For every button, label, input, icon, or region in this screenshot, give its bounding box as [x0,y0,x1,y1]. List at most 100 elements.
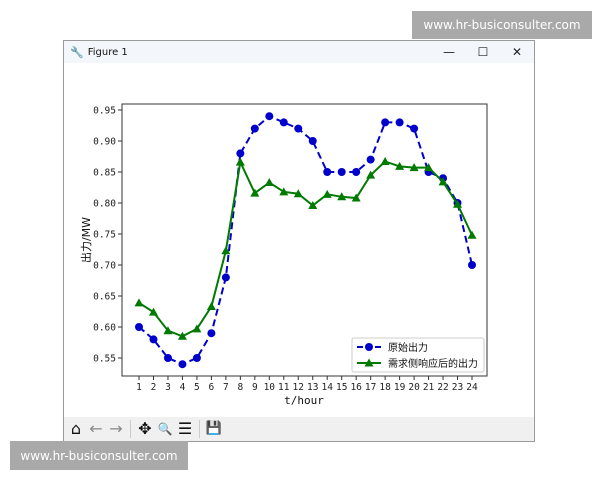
minimize-button[interactable]: — [443,45,455,59]
x-tick-label: 4 [180,382,186,393]
data-point [149,335,158,344]
x-tick-label: 21 [423,382,435,393]
zoom-icon[interactable]: 🔍 [157,422,173,436]
x-axis-label: t/hour [284,394,324,407]
x-tick-label: 18 [379,382,391,393]
navigation-toolbar: ⌂ ← → ✥ 🔍 ☰ 💾 [64,417,534,441]
x-tick-label: 13 [307,382,318,393]
y-tick-label: 0.55 [93,354,116,365]
data-point [163,354,172,362]
title-bar: 🔧 Figure 1 — ☐ ✕ [64,41,534,63]
data-point [192,324,202,333]
x-tick-label: 9 [252,382,258,393]
x-tick-label: 11 [278,382,290,393]
home-icon[interactable]: ⌂ [70,419,82,438]
data-point [235,157,245,166]
x-tick-label: 20 [408,382,420,393]
data-point [322,189,332,198]
x-tick-label: 16 [350,382,362,393]
data-point [279,187,289,196]
data-point [468,261,476,269]
y-tick-label: 0.90 [93,137,116,148]
maximize-button[interactable]: ☐ [477,45,489,59]
plot-area [121,103,488,377]
data-point [366,155,375,164]
pan-icon[interactable]: ✥ [138,419,152,438]
legend-label: 原始出力 [388,341,428,354]
y-tick-label: 0.60 [93,323,116,334]
x-tick-label: 14 [321,382,333,393]
x-tick-label: 12 [293,382,304,393]
data-point [206,302,216,311]
data-point [409,163,419,172]
data-point [279,118,288,127]
data-point [337,192,347,201]
watermark-bottom: www.hr-busiconsulter.com [10,441,188,470]
x-tick-label: 6 [209,382,215,393]
data-point [337,168,346,176]
data-point [381,118,390,127]
data-point [192,354,201,362]
back-icon[interactable]: ← [89,419,103,438]
x-tick-label: 5 [194,382,200,393]
data-point [323,168,332,176]
matplotlib-icon: 🔧 [70,45,84,59]
data-point [308,137,317,145]
configure-subplots-icon[interactable]: ☰ [177,419,193,438]
x-tick-label: 17 [365,382,376,393]
data-point [177,331,187,340]
toolbar-separator [199,420,200,438]
data-point [395,118,404,127]
forward-icon[interactable]: → [109,419,123,438]
x-tick-label: 1 [136,382,142,393]
x-tick-label: 24 [466,382,478,393]
x-tick-label: 10 [264,382,276,393]
data-point [163,326,173,335]
x-tick-label: 23 [452,382,463,393]
data-point [178,360,187,369]
x-tick-label: 2 [151,382,157,393]
data-point [453,199,463,208]
x-tick-label: 15 [336,382,347,393]
data-point [380,156,390,165]
data-point [351,193,361,202]
save-icon[interactable]: 💾 [205,421,223,436]
data-point [135,323,143,331]
data-point [265,112,274,121]
data-point [221,246,231,255]
y-tick-label: 0.75 [93,230,116,241]
data-point [250,188,260,197]
legend-marker [365,343,373,351]
window-title: Figure 1 [87,46,128,58]
data-point [293,189,303,198]
data-point [148,307,158,316]
toolbar-separator [130,420,131,438]
watermark-top: www.hr-busiconsulter.com [412,11,592,39]
close-button[interactable]: ✕ [511,45,523,59]
y-tick-label: 0.95 [93,106,116,117]
x-tick-label: 3 [165,382,171,393]
data-point [438,177,448,186]
y-tick-label: 0.70 [93,261,116,272]
data-point [207,329,216,338]
y-tick-label: 0.80 [93,199,116,210]
data-point [236,149,245,158]
data-point [221,273,230,282]
data-point [250,124,259,133]
x-tick-label: 22 [437,382,448,393]
data-point [410,124,419,133]
data-point [424,163,434,172]
data-point [395,161,405,170]
x-tick-label: 7 [223,382,229,393]
data-point [264,178,274,187]
legend-label: 需求侧响应后的出力 [388,357,478,370]
x-tick-label: 19 [394,382,406,393]
legend-marker [364,358,374,367]
x-tick-label: 8 [237,382,243,393]
y-tick-label: 0.85 [93,168,116,179]
data-point [352,168,361,176]
data-point [366,170,376,179]
data-point [467,230,477,239]
